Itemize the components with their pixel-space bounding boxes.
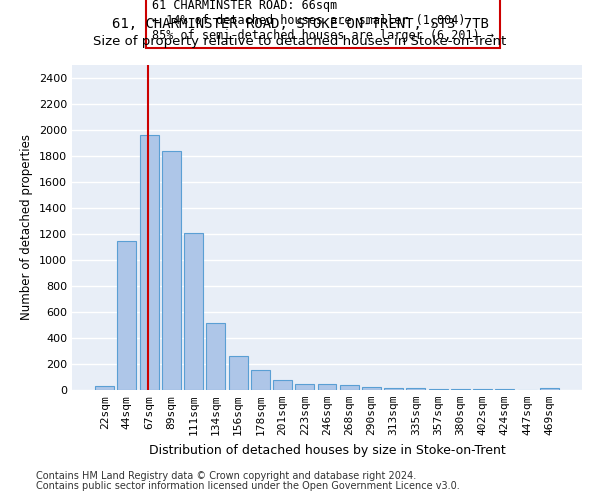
Bar	[251, 370, 270, 390]
Bar	[273, 380, 292, 390]
Text: Contains HM Land Registry data © Crown copyright and database right 2024.: Contains HM Land Registry data © Crown c…	[36, 471, 416, 481]
Bar	[95, 386, 114, 390]
Bar	[118, 240, 136, 390]
Bar	[229, 356, 248, 390]
Bar	[184, 232, 203, 390]
Bar	[362, 387, 381, 390]
Text: 61 CHARMINSTER ROAD: 66sqm
← 14% of detached houses are smaller (1,004)
85% of s: 61 CHARMINSTER ROAD: 66sqm ← 14% of deta…	[152, 0, 494, 42]
Text: Size of property relative to detached houses in Stoke-on-Trent: Size of property relative to detached ho…	[94, 35, 506, 48]
Bar	[429, 389, 448, 390]
Bar	[406, 388, 425, 390]
X-axis label: Distribution of detached houses by size in Stoke-on-Trent: Distribution of detached houses by size …	[149, 444, 505, 456]
Bar	[206, 323, 225, 390]
Bar	[162, 151, 181, 390]
Bar	[317, 384, 337, 390]
Text: Contains public sector information licensed under the Open Government Licence v3: Contains public sector information licen…	[36, 481, 460, 491]
Y-axis label: Number of detached properties: Number of detached properties	[20, 134, 34, 320]
Bar	[295, 384, 314, 390]
Bar	[340, 385, 359, 390]
Bar	[540, 388, 559, 390]
Bar	[384, 388, 403, 390]
Bar	[140, 135, 158, 390]
Text: 61, CHARMINSTER ROAD, STOKE-ON-TRENT, ST3 7TB: 61, CHARMINSTER ROAD, STOKE-ON-TRENT, ST…	[112, 18, 488, 32]
